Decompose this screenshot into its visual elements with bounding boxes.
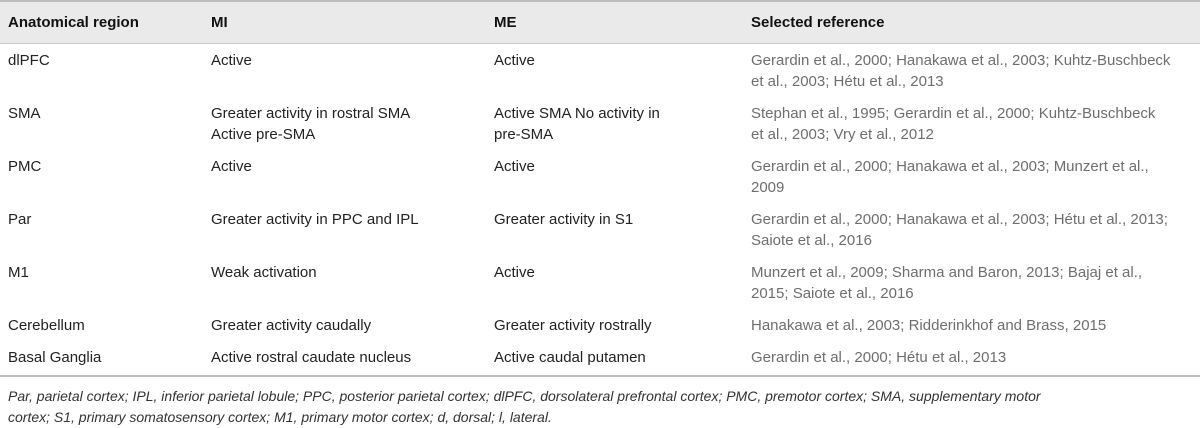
cell-anatomical-region: Par	[8, 211, 32, 228]
cell-mi: Greater activity in PPC and IPL	[203, 203, 486, 256]
table-row: Basal Ganglia Active rostral caudate nucl…	[0, 341, 1200, 377]
cell-mi: Greater activity caudally	[203, 309, 486, 341]
cell-me: Active	[486, 256, 743, 309]
cell-me: Active caudal putamen	[486, 341, 743, 377]
header-mi: MI	[203, 0, 486, 44]
cell-me: Greater activity in S1	[486, 203, 743, 256]
cell-mi-line: Weak activation	[211, 264, 317, 281]
header-row: Anatomical region MI ME Selected referen…	[0, 0, 1200, 44]
cell-selected-reference: Hanakawa et al., 2003; Ridderinkhof and …	[743, 309, 1200, 341]
table-row: PMC Active Active Gerardin et al., 2000; Ha…	[0, 150, 1200, 203]
cell-selected-reference: Gerardin et al., 2000; Hanakawa et al., …	[743, 150, 1200, 203]
cell-mi: Greater activity in rostral SMA Active pr…	[203, 97, 486, 150]
cell-me-line: Active	[494, 52, 535, 69]
header-anatomical-region: Anatomical region	[0, 0, 203, 44]
cell-me-line: Active	[494, 158, 535, 175]
cell-anatomical-region: Cerebellum	[8, 317, 85, 334]
cell-selected-reference-line: Saiote et al., 2016	[751, 232, 872, 249]
cell-mi-line: Greater activity in rostral SMA	[211, 105, 411, 122]
cell-selected-reference-line: 2009	[751, 179, 785, 196]
cell-mi-line: Greater activity in PPC and IPL	[211, 211, 419, 228]
table-row: M1 Weak activation Active Munzert et al., 2…	[0, 256, 1200, 309]
cell-me: Greater activity rostrally	[486, 309, 743, 341]
table-row: Cerebellum Greater activity caudally Great…	[0, 309, 1200, 341]
cell-mi: Weak activation	[203, 256, 486, 309]
cell-selected-reference: Gerardin et al., 2000; Hétu et al., 2013	[743, 341, 1200, 377]
cell-mi: Active	[203, 150, 486, 203]
cell-selected-reference-line: Gerardin et al., 2000; Hanakawa et al., …	[751, 52, 1171, 69]
footnote-line: cortex; S1, primary somatosensory cortex…	[8, 409, 552, 425]
table-row: dlPFC Active Active Gerardin et al., 2000; …	[0, 44, 1200, 98]
cell-selected-reference-line: Hanakawa et al., 2003; Ridderinkhof and …	[751, 317, 1107, 334]
cell-anatomical-region: SMA	[8, 105, 41, 122]
cell-anatomical-region: Basal Ganglia	[0, 341, 203, 377]
table-header: Anatomical region MI ME Selected referen…	[0, 0, 1200, 44]
cell-mi: Active rostral caudate nucleus	[203, 341, 486, 377]
cell-me-line: Greater activity in S1	[494, 211, 634, 228]
cell-me-line: Active	[494, 264, 535, 281]
header-selected-reference: Selected reference	[743, 0, 1200, 44]
cell-mi-line: Active	[211, 52, 252, 69]
cell-selected-reference-line: 2015; Saiote et al., 2016	[751, 285, 914, 302]
cell-anatomical-region: PMC	[8, 158, 42, 175]
table-footnote: Par, parietal cortex; IPL, inferior pari…	[0, 377, 1200, 428]
table-row: Par Greater activity in PPC and IPL Greate…	[0, 203, 1200, 256]
cell-selected-reference-line: Munzert et al., 2009; Sharma and Baron, …	[751, 264, 1143, 281]
cell-selected-reference-line: Gerardin et al., 2000; Hanakawa et al., …	[751, 211, 1168, 228]
cell-anatomical-region: dlPFC	[8, 52, 50, 69]
cell-selected-reference-line: et al., 2003; Vry et al., 2012	[751, 126, 934, 143]
cell-selected-reference: Gerardin et al., 2000; Hanakawa et al., …	[743, 44, 1200, 98]
cell-mi-line: Greater activity caudally	[211, 317, 372, 334]
cell-me: Active	[486, 150, 743, 203]
cell-me: Active SMA No activity in pre-SMA	[486, 97, 743, 150]
cell-selected-reference: Munzert et al., 2009; Sharma and Baron, …	[743, 256, 1200, 309]
header-me: ME	[486, 0, 743, 44]
cell-me-line: Greater activity rostrally	[494, 317, 652, 334]
cell-me-line: pre-SMA	[494, 126, 554, 143]
cell-mi-line: Active pre-SMA	[211, 126, 316, 143]
cell-anatomical-region: M1	[8, 264, 29, 281]
cell-me: Active	[486, 44, 743, 98]
cell-selected-reference-line: Stephan et al., 1995; Gerardin et al., 2…	[751, 105, 1156, 122]
cell-mi-line: Active rostral caudate nucleus	[211, 349, 412, 366]
cell-selected-reference: Gerardin et al., 2000; Hanakawa et al., …	[743, 203, 1200, 256]
table-row: SMA Greater activity in rostral SMA Active…	[0, 97, 1200, 150]
cell-me-line: Active caudal putamen	[494, 349, 646, 366]
table-body: dlPFC Active Active Gerardin et al., 2000; …	[0, 44, 1200, 377]
cell-me-line: Active SMA No activity in	[494, 105, 660, 122]
cell-mi-line: Active	[211, 158, 252, 175]
brain-region-comparison-table: Anatomical region MI ME Selected referen…	[0, 0, 1200, 377]
cell-selected-reference: Stephan et al., 1995; Gerardin et al., 2…	[743, 97, 1200, 150]
cell-selected-reference-line: et al., 2003; Hétu et al., 2013	[751, 73, 944, 90]
cell-selected-reference-line: Gerardin et al., 2000; Hanakawa et al., …	[751, 158, 1149, 175]
cell-selected-reference-line: Gerardin et al., 2000; Hétu et al., 2013	[751, 349, 1007, 366]
footnote-line: Par, parietal cortex; IPL, inferior pari…	[8, 388, 1041, 404]
cell-mi: Active	[203, 44, 486, 98]
